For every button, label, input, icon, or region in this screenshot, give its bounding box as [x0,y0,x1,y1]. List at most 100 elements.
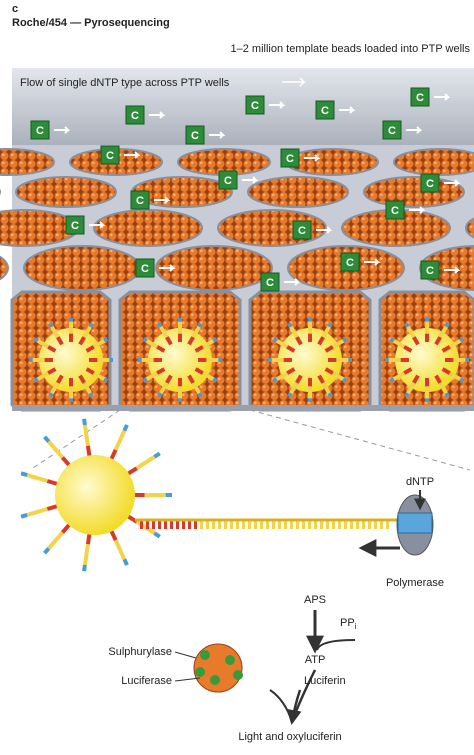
strand [275,371,289,381]
nucleotide-letter: C [71,220,79,232]
strand [33,337,39,343]
strand [82,418,87,426]
strand [317,374,325,384]
strand [156,367,166,375]
template-bead [148,328,212,392]
strand [82,564,87,572]
base [344,519,347,529]
strand [317,336,325,346]
base [308,519,311,529]
strand [43,435,51,443]
base [320,519,323,529]
zoom-lines [29,409,471,471]
strand [324,345,334,353]
strand [165,374,173,384]
strand [287,392,293,398]
strand [153,531,161,539]
nucleotide-cube [125,105,145,125]
flow-arrow [159,264,176,272]
nucleotides: C C C C C C C C C C C C C C C C C C C [30,87,461,292]
strand [20,512,28,519]
strand [92,339,106,349]
strand [194,367,204,375]
strand [48,322,54,328]
strand [56,336,64,346]
strand [212,377,218,383]
strand [56,374,64,384]
strand [392,371,406,381]
well [0,255,9,281]
strand [36,339,50,349]
panel-letter: c [12,3,18,15]
strand [403,367,413,375]
base [332,519,335,529]
base [386,519,389,529]
strand [331,339,345,349]
ppi-arrow [316,639,356,651]
strand [142,377,148,383]
nucleotide-letter: C [36,125,44,137]
strand [448,339,462,349]
flow-label: Flow of single dNTP type across PTP well… [20,77,230,89]
template-bead [39,328,103,392]
strand [438,325,448,339]
strand [406,325,416,339]
nucleotide-letter: C [224,175,232,187]
base [284,519,287,529]
nucleotide-letter: C [266,277,274,289]
base [200,519,203,529]
ppi-sub: i [355,622,357,631]
enzyme-part [210,675,220,685]
strand [20,471,28,478]
strand [212,337,218,343]
strand [122,558,129,566]
strand [441,345,451,353]
strand [43,547,51,555]
strand [286,367,296,375]
strand [438,381,448,395]
strand [444,392,450,398]
ppi-label: PPi [340,617,357,631]
flow-arrow [304,154,321,162]
strand [434,336,442,346]
strand [295,374,303,384]
strand [287,322,293,328]
nucleotide-cube [280,148,300,168]
strand [441,367,451,375]
strand [165,336,173,346]
product-label: Light and oxyluciferin [238,731,341,743]
flow-arrow [434,93,451,101]
flow-arrow [149,111,166,119]
strand [459,337,465,343]
base [212,519,215,529]
polymerase-label: Polymerase [386,577,444,589]
nucleotide-cube [420,260,440,280]
strand [272,377,278,383]
base [242,519,245,529]
base [170,519,173,529]
strand [321,381,331,395]
nucleotide-cube [245,95,265,115]
strand [289,381,299,395]
subtitle: 1–2 million template beads loaded into P… [231,43,471,55]
nucleotide-cube [218,170,238,190]
strand [191,325,201,339]
nucleotide-letter: C [191,130,199,142]
base [254,519,257,529]
enzyme-part [195,667,205,677]
base [158,519,161,529]
strand [135,520,156,535]
strand [142,337,148,343]
nucleotide-letter: C [416,92,424,104]
nucleotide-cube [130,190,150,210]
base [230,519,233,529]
strand [26,507,48,517]
ppi-main: PP [340,617,355,629]
strand [145,339,159,349]
template-bead [278,328,342,392]
strand [404,322,410,328]
strand [78,336,86,346]
plate-base [12,405,474,411]
flow-arrow [444,266,461,274]
strand [103,377,109,383]
